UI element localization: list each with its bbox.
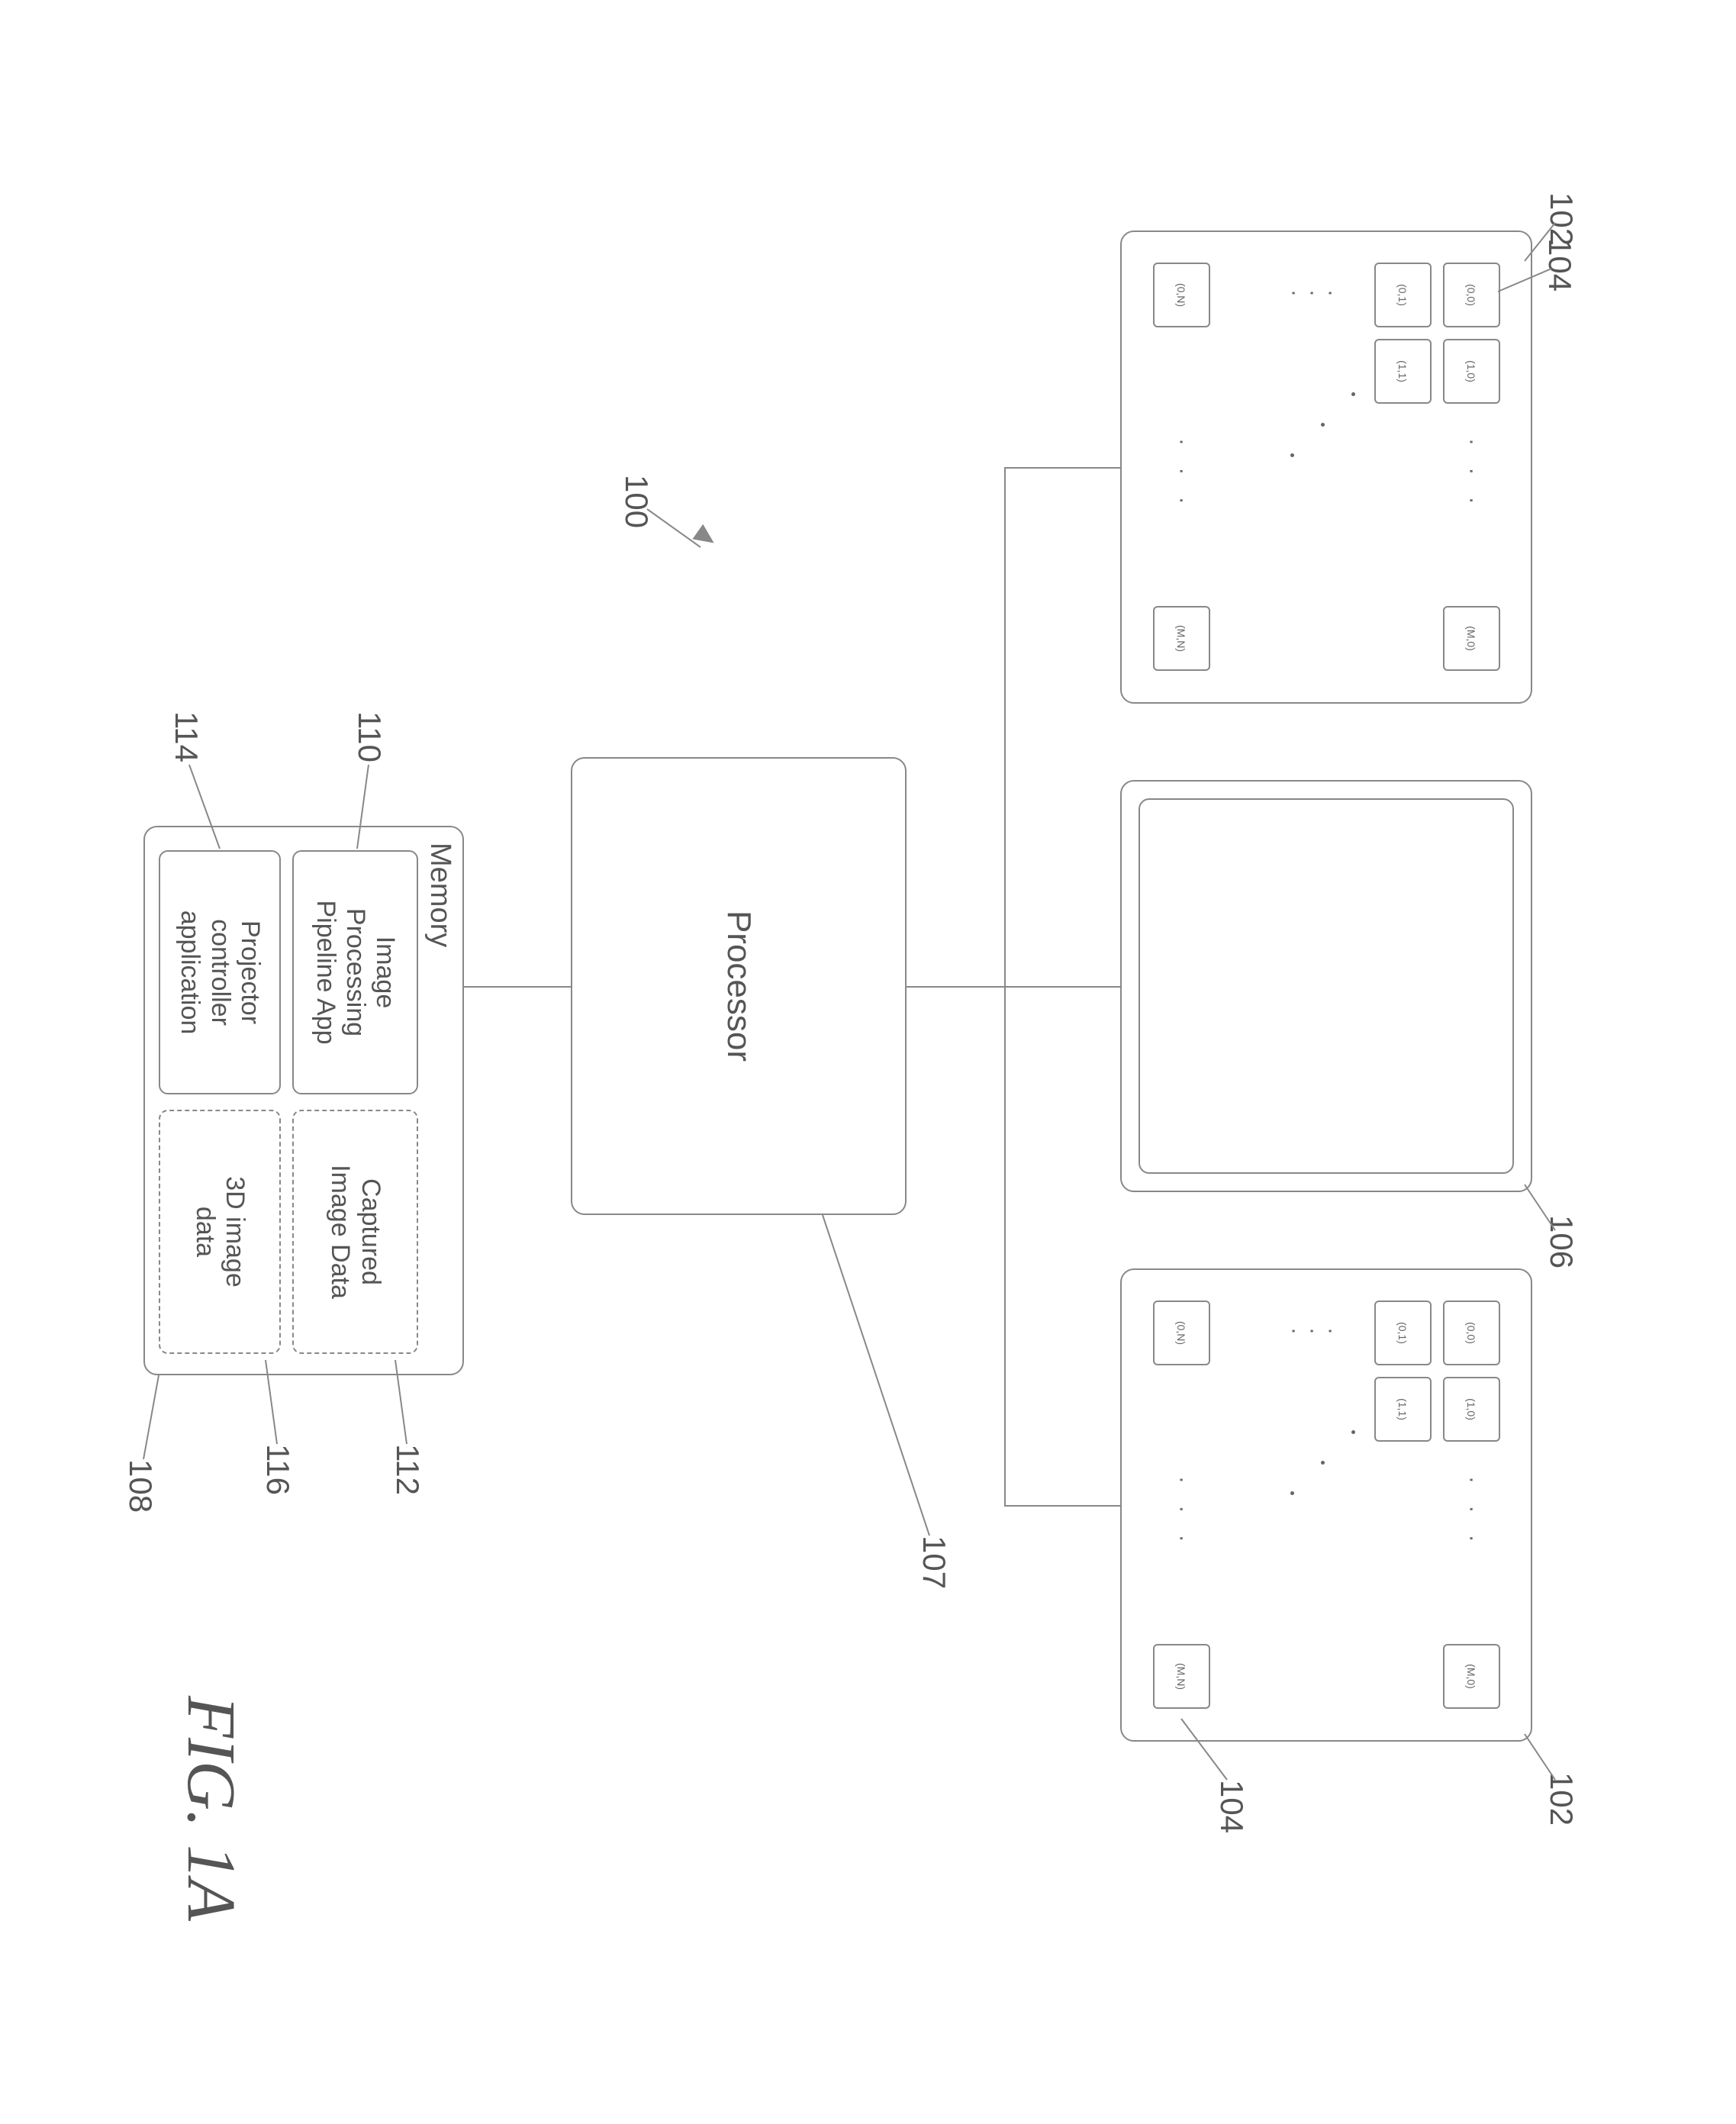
cell-0-0-r: (0,0) [1443, 1301, 1500, 1365]
mem-pca-label: Projector controller application [175, 910, 264, 1034]
cell-1-0: (1,0) [1443, 339, 1500, 404]
dots-h-bottom-r: · · · [1169, 1476, 1195, 1550]
ref-110: 110 [351, 711, 388, 762]
cell-m-n: (M,N) [1153, 606, 1210, 671]
sensor-inner [1139, 798, 1514, 1174]
lead-104-left [1498, 269, 1551, 299]
memory-label: Memory [423, 843, 456, 947]
camera-array-right: (0,0) (1,0) (M,0) (0,1) (1,1) (0,N) (M,N… [1120, 1268, 1532, 1742]
ref-102-right: 102 [1543, 1772, 1580, 1826]
dots-h-top-r: · · · [1459, 1476, 1485, 1550]
dots-v-left: ··· [1285, 289, 1340, 297]
cell-0-n: (0,N) [1153, 263, 1210, 327]
lead-116 [254, 1360, 277, 1444]
bus-center-v [1006, 986, 1120, 988]
cell-0-n-r: (0,N) [1153, 1301, 1210, 1365]
bus-to-proc [907, 986, 1006, 988]
lead-108 [136, 1375, 159, 1459]
lead-107 [823, 1215, 929, 1536]
cell-0-0: (0,0) [1443, 263, 1500, 327]
cell-1-1: (1,1) [1374, 339, 1432, 404]
mem-ipp-label: Image Processing Pipeline App [310, 900, 399, 1044]
lead-106 [1525, 1184, 1555, 1230]
sensor-outer [1120, 780, 1532, 1192]
rotated-figure: (0,0) (1,0) (M,0) (0,1) (1,1) (0,N) (M,N… [143, 147, 1593, 1978]
lead-112 [384, 1360, 407, 1444]
camera-array-left: (0,0) (1,0) (M,0) (0,1) (1,1) (0,N) (M,N… [1120, 230, 1532, 704]
lead-104-right [1181, 1719, 1227, 1780]
cell-m-0-r: (M,0) [1443, 1644, 1500, 1709]
mem-ipp: Image Processing Pipeline App [292, 850, 418, 1094]
bus-proc-mem [464, 986, 571, 988]
mem-tid-label: 3D image data [189, 1176, 249, 1288]
cell-1-1-r: (1,1) [1374, 1377, 1432, 1442]
lead-100 [647, 509, 701, 555]
mem-tid: 3D image data [159, 1110, 281, 1354]
processor-label: Processor [719, 910, 758, 1061]
ref-108: 108 [122, 1459, 159, 1513]
lead-102-right [1525, 1734, 1555, 1780]
bus-right-v [1006, 1505, 1120, 1507]
memory-box: Memory Image Processing Pipeline App Cap… [143, 826, 464, 1375]
canvas: (0,0) (1,0) (M,0) (0,1) (1,1) (0,N) (M,N… [143, 147, 1593, 1978]
ref-116: 116 [259, 1444, 296, 1495]
lead-110 [346, 765, 369, 849]
cell-1-0-r: (1,0) [1443, 1377, 1500, 1442]
mem-pca: Projector controller application [159, 850, 281, 1094]
cell-0-1: (0,1) [1374, 263, 1432, 327]
processor-box: Processor [571, 757, 907, 1215]
ref-107: 107 [916, 1536, 952, 1589]
ref-104-right: 104 [1213, 1780, 1250, 1833]
dots-v-left-r: ··· [1285, 1327, 1340, 1335]
bus-left-v [1006, 467, 1120, 469]
mem-cid-label: Captured Image Data [325, 1165, 385, 1299]
cell-m-0: (M,0) [1443, 606, 1500, 671]
ref-114: 114 [168, 711, 205, 762]
mem-cid: Captured Image Data [292, 1110, 418, 1354]
dots-h-bottom: · · · [1169, 438, 1195, 512]
ref-112: 112 [389, 1444, 426, 1495]
figure-label: FIG. 1A [172, 1696, 250, 1921]
cell-0-1-r: (0,1) [1374, 1301, 1432, 1365]
lead-114 [189, 765, 220, 849]
dots-h-top: · · · [1459, 438, 1485, 512]
cell-m-n-r: (M,N) [1153, 1644, 1210, 1709]
